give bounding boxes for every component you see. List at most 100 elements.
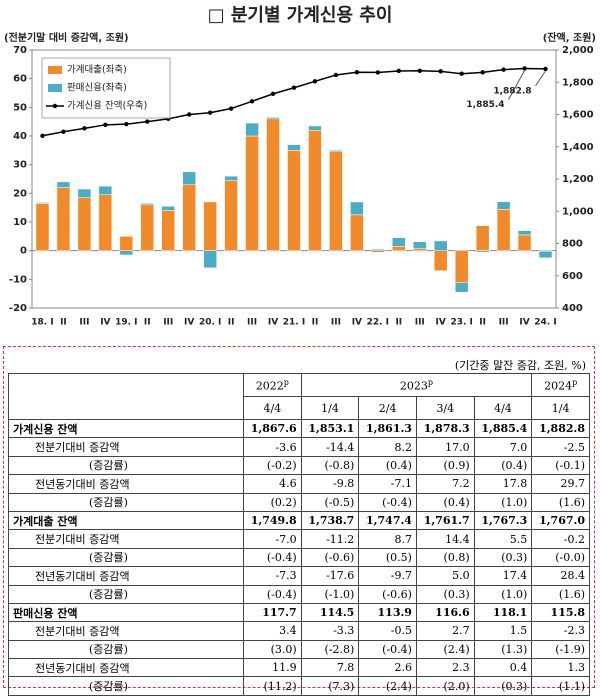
y-tick-label: -20 (9, 303, 27, 314)
y-tick-label: 70 (13, 45, 27, 56)
line-point (291, 85, 297, 90)
bar-segment (224, 175, 238, 181)
cell: (2.0) (415, 676, 475, 696)
cell: (0.4) (358, 455, 417, 476)
x-tick-label: 23. I (450, 318, 472, 328)
y-tick-label: 60 (13, 74, 27, 85)
cell: 7.2 (415, 474, 475, 494)
cell: (0.5) (358, 547, 417, 568)
bar-segment (308, 130, 322, 251)
line-point (543, 66, 548, 72)
bar-segment (454, 282, 469, 293)
cell: (-0.4) (358, 492, 417, 512)
year-header: 2023p (300, 373, 533, 397)
cell: (0.2) (243, 492, 302, 512)
cell: 113.9 (358, 602, 417, 623)
bar-segment (392, 237, 406, 247)
row-label: (증감률) (8, 455, 244, 476)
y-tick-label: 30 (13, 160, 27, 171)
bar-segment (329, 150, 343, 153)
line-point (522, 66, 527, 71)
x-tick-label: IV (100, 318, 110, 328)
line-point (187, 112, 192, 117)
bar-segment (119, 236, 134, 251)
cell: 0.4 (473, 658, 533, 678)
cell: 1,761.7 (415, 510, 475, 531)
x-tick-label: IV (436, 318, 446, 328)
cell: 28.4 (531, 566, 590, 586)
y-tick-label: 40 (13, 131, 27, 142)
cell: 1,767.0 (531, 510, 590, 531)
cell: 17.8 (473, 474, 533, 494)
cell: -2.5 (531, 437, 590, 457)
cell: (-1.9) (531, 639, 590, 660)
x-tick-label: II (144, 318, 151, 328)
cell: 14.4 (415, 529, 475, 549)
quarter-header: 4/4 (243, 396, 302, 420)
x-tick-label: 24. I (534, 318, 556, 328)
bar-segment (287, 144, 301, 151)
bar-segment (182, 171, 196, 185)
bar-segment (161, 205, 175, 211)
cell: (7.3) (300, 676, 360, 696)
row-label: 전분기대비 증감액 (8, 621, 244, 641)
cell: 4.6 (243, 474, 302, 494)
row-label: 판매신용 잔액 (8, 602, 244, 623)
cell: (-0.4) (243, 547, 302, 568)
cell: 2.6 (358, 658, 417, 678)
cell: (0.8) (415, 547, 475, 568)
line-point (145, 119, 150, 124)
cell: 1,867.6 (243, 418, 302, 439)
x-tick-label: II (312, 318, 319, 328)
bar-segment (350, 214, 364, 251)
table-row: (증감률) (11.2) (7.3) (2.4) (2.0) (0.3) (1.1) (8, 676, 590, 696)
y-tick-label: 50 (13, 102, 27, 113)
cell: -0.5 (358, 621, 417, 641)
bar-segment (140, 203, 155, 206)
row-label: 전년동기대비 증감액 (8, 658, 244, 678)
legend-label: 가계신용 잔액(우축) (67, 100, 147, 112)
cell: (-0.4) (358, 639, 417, 660)
quarter-header: 2/4 (358, 396, 417, 420)
line-point (270, 91, 276, 97)
bar-segment (203, 201, 217, 251)
cell: (-1.0) (300, 584, 360, 604)
cell: (-0.4) (243, 584, 302, 604)
x-tick-label: IV (352, 318, 362, 328)
y2-axis-title: (잔액, 조원) (543, 31, 596, 44)
bar-segment (266, 117, 280, 120)
cell: (2.4) (415, 639, 475, 660)
x-tick-label: II (228, 318, 235, 328)
bar-segment (98, 194, 113, 251)
table-row: 전분기대비 증감액 -3.6 -14.4 8.2 17.0 7.0 -2.5 (8, 437, 590, 457)
bar-segment (56, 187, 71, 251)
cell: 1,738.7 (300, 510, 360, 531)
bar-segment (266, 118, 280, 251)
line-point (40, 133, 45, 138)
quarter-header: 1/4 (531, 396, 590, 420)
bar-segment (77, 197, 92, 251)
cell: (0.3) (473, 547, 533, 568)
table-row: 판매신용 잔액 117.7 114.5 113.9 116.6 118.1 115.8 (8, 602, 590, 623)
bar-segment (203, 250, 217, 269)
y2-tick-label: 1,200 (562, 174, 594, 185)
bar-segment (161, 210, 175, 251)
y2-tick-label: 400 (562, 303, 583, 314)
bar-segment (517, 234, 532, 251)
x-tick-label: III (331, 318, 341, 328)
cell: 2.3 (415, 658, 475, 678)
y2-tick-label: 800 (562, 239, 583, 250)
row-label: 전년동기대비 증감액 (8, 566, 244, 586)
table-row: 전년동기대비 증감액 4.6 -9.8 -7.1 7.2 17.8 29.7 (8, 474, 590, 494)
cell: -9.8 (300, 474, 360, 494)
cell: 8.7 (358, 529, 417, 549)
cell: (1.0) (473, 584, 533, 604)
cell: 1,885.4 (473, 418, 533, 439)
bar-segment (35, 202, 50, 204)
x-tick-label: IV (519, 318, 529, 328)
header-row: 2022p 2023p 2024p (8, 373, 590, 420)
line-point (354, 70, 360, 75)
cell: 1,878.3 (415, 418, 475, 439)
row-label: (증감률) (8, 676, 244, 696)
x-tick-label: II (60, 318, 67, 328)
